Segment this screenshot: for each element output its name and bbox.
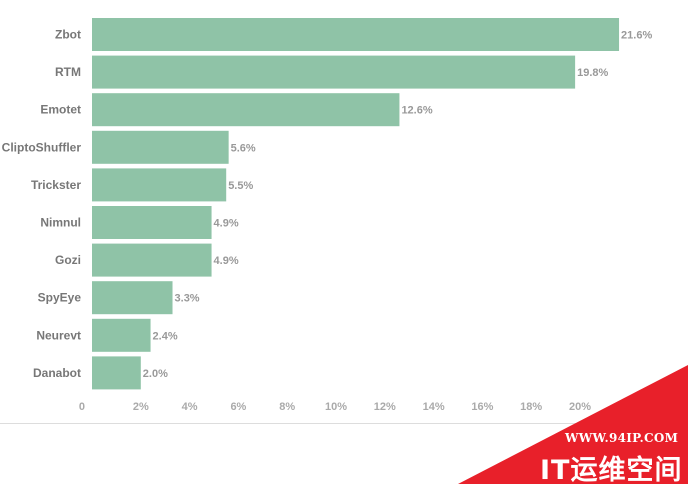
value-label: 5.6% bbox=[231, 142, 256, 154]
category-label: Nimnul bbox=[40, 216, 81, 230]
category-label: Danabot bbox=[33, 366, 81, 380]
bars-layer bbox=[92, 18, 620, 390]
category-label: Zbot bbox=[55, 28, 81, 42]
axis-baseline bbox=[0, 423, 688, 424]
x-axis-ticks: 0 2% 4% 6% 8% 10% 12% 14% 16% 18% 20% 22% bbox=[79, 401, 640, 413]
bar-gozi bbox=[92, 243, 212, 277]
value-label: 19.8% bbox=[577, 67, 608, 79]
category-label: RTM bbox=[55, 65, 81, 79]
watermark-title: IT运维空间 bbox=[540, 455, 683, 486]
category-label: Neurevt bbox=[36, 328, 81, 342]
x-tick-label: 2% bbox=[133, 401, 149, 413]
bar-trickster bbox=[92, 168, 227, 202]
bar-cliptoshuffler bbox=[92, 130, 229, 164]
bar-spyeye bbox=[92, 281, 173, 315]
value-label: 4.9% bbox=[214, 218, 239, 230]
category-label: SpyEye bbox=[38, 291, 82, 305]
value-label: 12.6% bbox=[401, 105, 432, 117]
value-label: 21.6% bbox=[621, 30, 652, 42]
x-tick-label: 0 bbox=[79, 401, 85, 413]
bar-zbot bbox=[92, 18, 620, 51]
value-label: 2.0% bbox=[143, 368, 168, 380]
x-tick-label: 8% bbox=[279, 401, 295, 413]
x-tick-label: 6% bbox=[230, 401, 246, 413]
x-tick-label: 4% bbox=[182, 401, 198, 413]
bar-danabot bbox=[92, 356, 141, 390]
bar-rtm bbox=[92, 55, 576, 89]
x-tick-label: 12% bbox=[374, 401, 396, 413]
value-label: 5.5% bbox=[228, 180, 253, 192]
x-tick-label: 18% bbox=[520, 401, 542, 413]
value-label: 4.9% bbox=[214, 255, 239, 267]
category-label: Trickster bbox=[31, 178, 81, 192]
x-tick-label: 14% bbox=[423, 401, 445, 413]
bar-nimnul bbox=[92, 206, 212, 239]
category-label: CliptoShuffler bbox=[2, 140, 82, 154]
bar-neurevt bbox=[92, 318, 151, 352]
x-tick-label: 22% bbox=[618, 401, 640, 413]
x-tick-label: 10% bbox=[325, 401, 347, 413]
x-tick-label: 20% bbox=[569, 401, 591, 413]
labels-layer: Zbot 21.6% RTM 19.8% Emotet 12.6% CliptoShuffl… bbox=[2, 28, 653, 380]
bar-emotet bbox=[92, 93, 400, 127]
category-label: Emotet bbox=[40, 103, 81, 117]
category-label: Gozi bbox=[55, 253, 81, 267]
watermark-url: WWW.94IP.COM bbox=[565, 431, 679, 445]
x-tick-label: 16% bbox=[471, 401, 493, 413]
value-label: 2.4% bbox=[153, 330, 178, 342]
value-label: 3.3% bbox=[175, 293, 200, 305]
